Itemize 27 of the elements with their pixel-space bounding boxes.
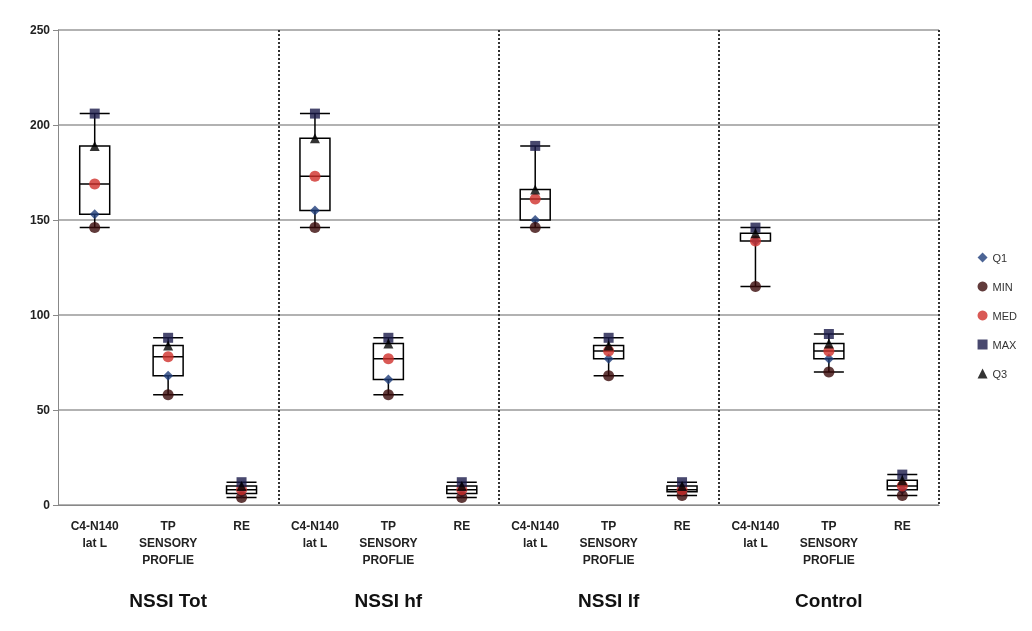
text: Control xyxy=(795,590,863,611)
x-tick-label: TP SENSORY PROFLIE xyxy=(139,518,198,567)
y-tick-label: 50 xyxy=(36,403,51,417)
x-tick-label: TP SENSORY PROFLIE xyxy=(359,518,418,567)
x-tick-label: RE xyxy=(673,518,691,533)
x-tick-label: RE xyxy=(893,518,911,533)
y-tick-label: 100 xyxy=(29,308,51,322)
x-tick-label: C4-N140 lat L xyxy=(511,518,560,550)
x-tick-label: C4-N140 lat L xyxy=(731,518,780,550)
legend-label: MED xyxy=(992,309,1018,322)
x-tick-label: C4-N140 lat L xyxy=(290,518,340,550)
x-tick-label: TP SENSORY PROFLIE xyxy=(579,518,638,567)
y-tick-label: 250 xyxy=(29,23,51,37)
text: NSSI Tot xyxy=(129,590,208,611)
legend-label: MIN xyxy=(992,280,1013,293)
text: NSSI hf xyxy=(354,590,423,611)
y-tick-label: 200 xyxy=(29,118,51,132)
legend-label: Q1 xyxy=(992,251,1008,264)
y-tick-label: 0 xyxy=(43,498,51,512)
legend-label: MAX xyxy=(992,338,1018,351)
x-tick-label: RE xyxy=(233,518,250,533)
x-tick-label: RE xyxy=(453,518,471,533)
y-tick-label: 150 xyxy=(29,213,51,227)
x-tick-label: C4-N140 lat L xyxy=(70,518,120,550)
x-tick-label: TP SENSORY PROFLIE xyxy=(799,518,858,567)
text: NSSI lf xyxy=(578,590,640,611)
legend-label: Q3 xyxy=(992,367,1008,380)
